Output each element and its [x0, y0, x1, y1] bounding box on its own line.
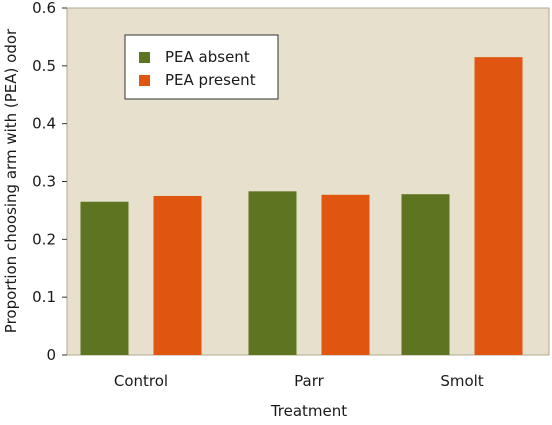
y-axis: 0 0.1 0.2 0.3 0.4 0.5 0.6: [32, 0, 67, 364]
y-tick-label: 0.5: [32, 57, 56, 75]
bars: [80, 57, 523, 356]
y-tick-label: 0.2: [32, 230, 56, 248]
x-axis-label: Treatment: [270, 402, 347, 420]
bar-parr-pea-present: [321, 194, 370, 355]
legend-box: [124, 34, 279, 100]
x-tick-label-parr: Parr: [294, 372, 324, 390]
y-tick-label: 0.6: [32, 0, 56, 17]
y-tick-label: 0.3: [32, 173, 56, 191]
legend-swatch-pea-present: [139, 75, 150, 86]
x-axis: Control Parr Smolt: [114, 372, 484, 390]
x-tick-label-smolt: Smolt: [440, 372, 483, 390]
legend-label-pea-absent: PEA absent: [165, 48, 250, 66]
bar-parr-pea-absent: [248, 191, 297, 355]
bar-control-pea-absent: [80, 201, 129, 355]
y-tick-label: 0.4: [32, 115, 56, 133]
y-tick-label: 0.1: [32, 288, 56, 306]
bar-smolt-pea-present: [474, 57, 523, 356]
bar-smolt-pea-absent: [401, 194, 450, 355]
legend-label-pea-present: PEA present: [165, 71, 256, 89]
legend-swatch-pea-absent: [139, 52, 150, 63]
bar-control-pea-present: [153, 195, 202, 355]
y-tick-label: 0: [46, 346, 56, 364]
y-axis-label: Proportion choosing arm with (PEA) odor: [2, 28, 20, 333]
x-tick-label-control: Control: [114, 372, 168, 390]
legend: PEA absent PEA present: [124, 34, 279, 100]
